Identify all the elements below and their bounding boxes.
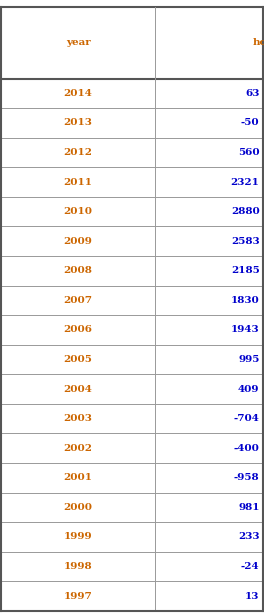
Text: 2004: 2004 bbox=[64, 384, 92, 394]
Text: 2008: 2008 bbox=[64, 266, 92, 275]
Text: 63: 63 bbox=[245, 89, 260, 98]
Text: 2011: 2011 bbox=[64, 177, 93, 187]
Text: 409: 409 bbox=[238, 384, 260, 394]
Text: 2321: 2321 bbox=[231, 177, 260, 187]
Text: 2007: 2007 bbox=[64, 296, 93, 305]
Text: -400: -400 bbox=[234, 444, 260, 453]
Text: 1997: 1997 bbox=[64, 592, 92, 600]
Text: 2000: 2000 bbox=[64, 503, 93, 512]
Text: 1998: 1998 bbox=[64, 562, 92, 571]
Text: 2880: 2880 bbox=[231, 207, 260, 216]
Text: 2012: 2012 bbox=[64, 148, 93, 157]
Text: -704: -704 bbox=[234, 414, 260, 423]
Text: 233: 233 bbox=[238, 532, 260, 542]
Text: 995: 995 bbox=[238, 355, 260, 364]
Text: 13: 13 bbox=[245, 592, 260, 600]
Text: year: year bbox=[66, 39, 90, 47]
Text: 1830: 1830 bbox=[231, 296, 260, 305]
Text: 2013: 2013 bbox=[64, 119, 92, 128]
Text: 1999: 1999 bbox=[64, 532, 92, 542]
Text: 981: 981 bbox=[238, 503, 260, 512]
Text: 2006: 2006 bbox=[64, 325, 93, 335]
Text: -958: -958 bbox=[234, 473, 260, 483]
Text: 2009: 2009 bbox=[64, 237, 92, 246]
Text: 2001: 2001 bbox=[64, 473, 93, 483]
Text: 2003: 2003 bbox=[64, 414, 92, 423]
Text: 2010: 2010 bbox=[64, 207, 93, 216]
Text: 2014: 2014 bbox=[64, 89, 92, 98]
Text: 2002: 2002 bbox=[64, 444, 93, 453]
Text: -50: -50 bbox=[241, 119, 260, 128]
Text: 1943: 1943 bbox=[231, 325, 260, 335]
Text: -24: -24 bbox=[241, 562, 260, 571]
Text: 2583: 2583 bbox=[231, 237, 260, 246]
Text: new
households
created: new households created bbox=[253, 28, 264, 58]
Text: 560: 560 bbox=[238, 148, 260, 157]
Text: 2185: 2185 bbox=[231, 266, 260, 275]
Text: 2005: 2005 bbox=[64, 355, 92, 364]
